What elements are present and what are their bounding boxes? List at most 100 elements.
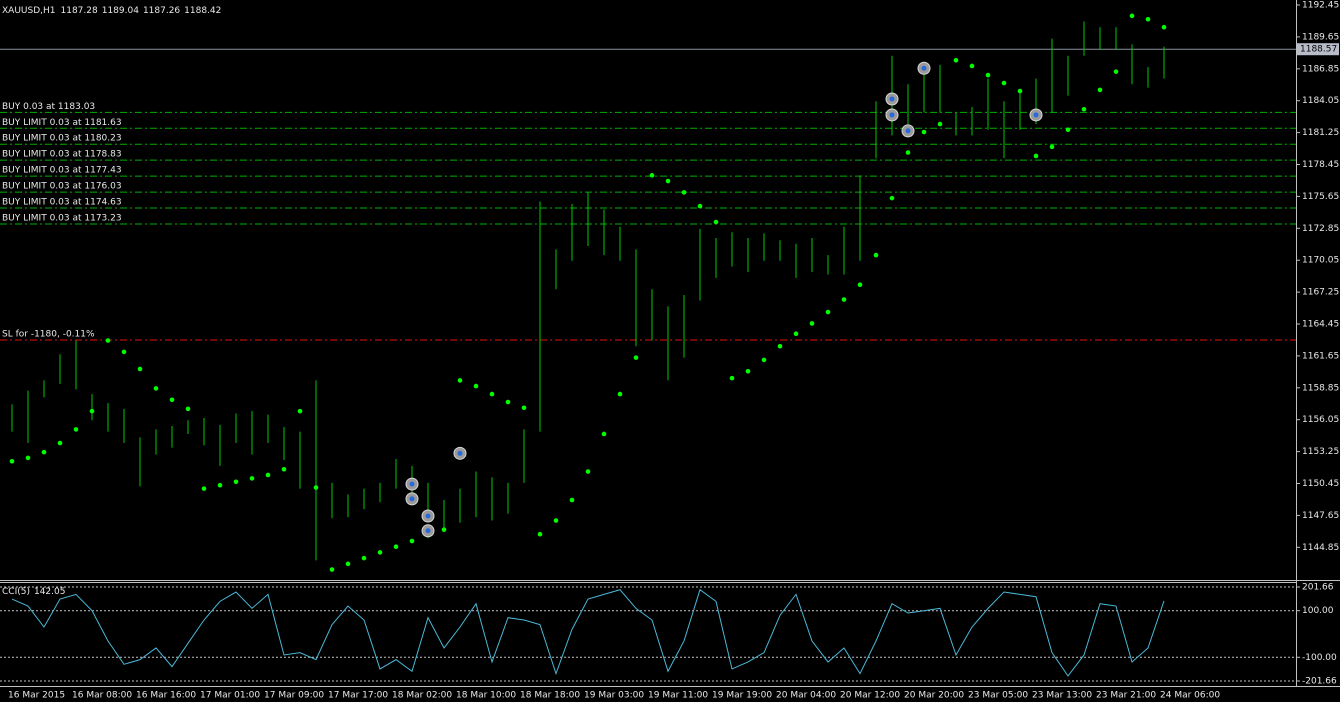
sar-dot <box>505 399 511 405</box>
sar-dot <box>73 427 79 432</box>
x-tick-label: 18 Mar 10:00 <box>456 691 516 701</box>
x-tick-label: 17 Mar 09:00 <box>264 691 324 701</box>
sar-dot <box>633 355 639 360</box>
sar-dot <box>393 544 399 550</box>
sar-dot <box>9 458 15 464</box>
chart-header: XAUUSD,H1 1187.28 1189.04 1187.26 1188.42 <box>2 6 221 16</box>
sar-dot <box>569 497 575 503</box>
sar-dot <box>201 486 207 491</box>
sar-dot <box>1049 144 1055 150</box>
y-tick-label: 1161.65 <box>1302 351 1339 361</box>
sar-dot <box>841 297 847 302</box>
sar-dot <box>329 567 335 572</box>
sar-dot <box>1065 127 1071 133</box>
sar-dot <box>57 440 63 446</box>
sar-dot <box>809 321 815 326</box>
x-tick-label: 20 Mar 20:00 <box>904 691 964 701</box>
y-tick-label: -100.00 <box>1302 653 1337 663</box>
trade-marker-core <box>905 128 911 134</box>
y-tick-label: 1147.65 <box>1302 511 1339 521</box>
sar-dot <box>761 357 767 363</box>
sar-dot <box>265 472 271 478</box>
y-tick-label: 1178.45 <box>1302 160 1339 170</box>
order-label: BUY LIMIT 0.03 at 1178.83 <box>2 150 122 160</box>
last-price-box <box>1297 43 1339 56</box>
sar-dot <box>601 431 607 437</box>
y-tick-label: 1186.85 <box>1302 64 1339 74</box>
sar-dot <box>297 408 303 414</box>
trade-marker-core <box>457 450 463 456</box>
sar-dot <box>1097 87 1103 93</box>
sar-dot <box>537 531 543 537</box>
sar-dot <box>137 366 143 372</box>
sar-dot <box>889 195 895 201</box>
sar-dot <box>313 485 319 490</box>
x-tick-label: 16 Mar 16:00 <box>136 691 196 701</box>
trade-marker-core <box>889 112 895 118</box>
indicator-last-value: 142.05 <box>34 587 66 597</box>
order-label: BUY LIMIT 0.03 at 1177.43 <box>2 166 122 176</box>
sar-dot <box>857 282 863 288</box>
order-label: BUY LIMIT 0.03 at 1181.63 <box>2 118 122 128</box>
sar-dot <box>969 63 975 69</box>
x-tick-label: 17 Mar 17:00 <box>328 691 388 701</box>
sar-dot <box>1161 24 1167 30</box>
x-tick-label: 23 Mar 05:00 <box>968 691 1028 701</box>
sar-dot <box>361 555 367 561</box>
header-close: 1188.42 <box>184 6 221 16</box>
x-tick-label: 23 Mar 13:00 <box>1032 691 1092 701</box>
y-tick-label: 1172.85 <box>1302 224 1339 234</box>
sar-dot <box>377 550 383 555</box>
y-tick-label: 1156.05 <box>1302 415 1339 425</box>
sar-dot <box>441 527 447 532</box>
order-label: BUY LIMIT 0.03 at 1173.23 <box>2 213 122 223</box>
trade-marker-core <box>409 481 415 487</box>
sar-dot <box>1017 88 1023 94</box>
sar-dot <box>697 203 703 209</box>
sar-dot <box>521 405 527 411</box>
trade-marker-core <box>889 96 895 102</box>
sar-dot <box>681 190 687 195</box>
sar-dot <box>25 455 31 461</box>
trade-marker-core <box>425 528 431 534</box>
sar-dot <box>1113 69 1119 74</box>
sar-dot <box>921 129 927 135</box>
y-tick-label: 1189.65 <box>1302 32 1339 42</box>
x-tick-label: 19 Mar 03:00 <box>584 691 644 701</box>
y-tick-label: 1192.45 <box>1302 1 1339 11</box>
sar-dot <box>825 309 831 315</box>
indicator-header: CCI(5) 142.05 <box>2 587 65 597</box>
sar-dot <box>89 408 95 414</box>
trade-marker-core <box>425 513 431 519</box>
sar-dot <box>953 57 959 63</box>
x-tick-label: 18 Mar 18:00 <box>520 691 580 701</box>
last-price-label: 1188.57 <box>1300 45 1337 55</box>
y-tick-label: 1153.25 <box>1302 447 1339 457</box>
y-tick-label: 1170.05 <box>1302 256 1339 266</box>
x-tick-label: 16 Mar 08:00 <box>72 691 132 701</box>
sar-dot <box>1145 16 1151 22</box>
sar-dot <box>41 449 47 455</box>
sar-dot <box>937 121 943 127</box>
sar-dot <box>105 338 111 343</box>
sar-dot <box>169 397 175 403</box>
y-tick-label: 1184.05 <box>1302 96 1339 106</box>
sar-dot <box>745 368 751 374</box>
y-tick-label: 1181.25 <box>1302 128 1339 138</box>
sar-dot <box>409 538 415 544</box>
sar-dot <box>585 469 591 474</box>
x-tick-label: 19 Mar 19:00 <box>712 691 772 701</box>
sar-dot <box>153 386 159 391</box>
y-tick-label: 1144.85 <box>1302 543 1339 553</box>
x-tick-label: 19 Mar 11:00 <box>648 691 708 701</box>
sar-dot <box>793 331 799 336</box>
sar-dot <box>249 476 255 481</box>
sar-dot <box>649 173 655 178</box>
x-tick-label: 23 Mar 21:00 <box>1096 691 1156 701</box>
sar-dot <box>665 178 671 184</box>
x-tick-label: 17 Mar 01:00 <box>200 691 260 701</box>
x-tick-label: 16 Mar 2015 <box>8 691 65 701</box>
trade-marker-core <box>1033 112 1039 118</box>
sar-dot <box>345 561 351 567</box>
